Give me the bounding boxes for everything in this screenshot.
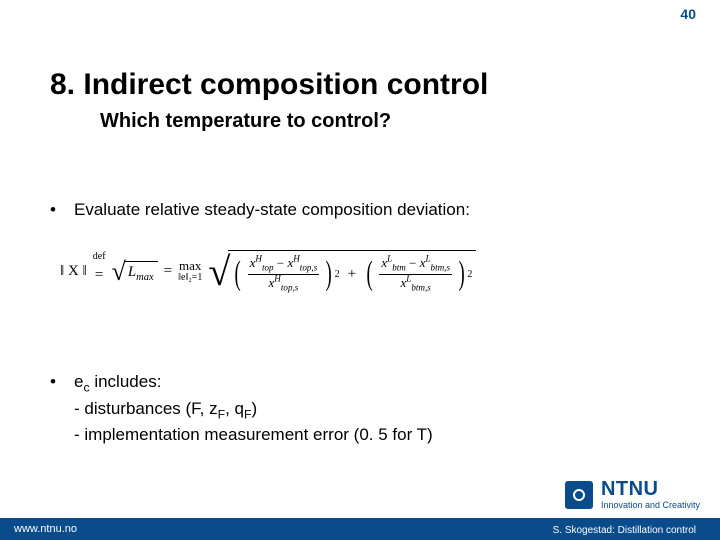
formula-max: max ‖e‖₂=1: [178, 259, 202, 283]
formula-eq2: =: [164, 263, 172, 280]
formula-L: L: [128, 264, 136, 280]
ec-line2a: - disturbances (F, z: [74, 399, 218, 418]
ntnu-logo-text: NTNU: [601, 479, 700, 499]
slide-title: 8. Indirect composition control: [50, 68, 488, 102]
formula-max-label: max: [179, 259, 201, 273]
bullet-evaluate-text: Evaluate relative steady-state compositi…: [74, 200, 470, 219]
formula-lhs: ‖ X ‖: [60, 263, 87, 280]
page-number: 40: [680, 6, 696, 22]
formula-sqrt-main: √ ( xHtop − xHtop,s xHtop,s )2 + (: [208, 248, 476, 295]
bullet-dot: •: [50, 200, 74, 220]
formula-max-cond: ‖e‖₂=1: [178, 273, 202, 284]
ec-line2b: , q: [225, 399, 244, 418]
footer-url: www.ntnu.no: [14, 523, 77, 535]
ntnu-logo: NTNU Innovation and Creativity: [565, 479, 700, 510]
ec-line2-sub1: F: [218, 407, 225, 421]
formula-sqrt-lmax: √ Lmax: [112, 257, 158, 287]
frac-btm: xLbtm − xLbtm,s xLbtm,s: [379, 255, 452, 293]
ntnu-logo-mark: [565, 481, 593, 509]
formula: ‖ X ‖ def = √ Lmax = max ‖e‖₂=1 √ ( xHto…: [60, 248, 660, 328]
ec-lead-tail: includes:: [90, 372, 162, 391]
bullet-ec: • ec includes: - disturbances (F, zF, qF…: [50, 370, 433, 447]
frac-top: xHtop − xHtop,s xHtop,s: [248, 255, 320, 293]
formula-Lsub: max: [136, 272, 154, 283]
bullet-dot-2: •: [50, 370, 74, 394]
slide-credit: S. Skogestad: Distillation control: [553, 525, 696, 536]
bullet-evaluate: •Evaluate relative steady-state composit…: [50, 200, 470, 220]
formula-eq1: =: [95, 269, 103, 283]
formula-def: def: [93, 252, 106, 261]
ntnu-logo-tagline: Innovation and Creativity: [601, 501, 700, 510]
slide-subtitle: Which temperature to control?: [100, 110, 391, 133]
ec-line2c: ): [251, 399, 257, 418]
ec-line3: - implementation measurement error (0. 5…: [74, 425, 433, 444]
formula-plus: +: [348, 266, 356, 283]
